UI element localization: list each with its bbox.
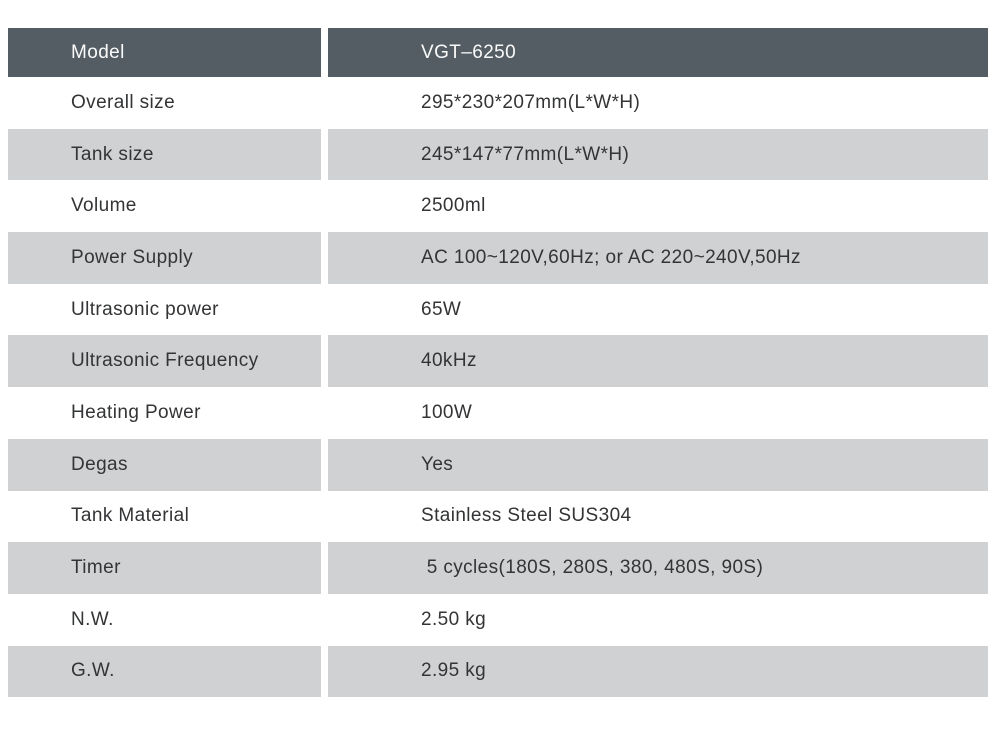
table-row: Overall size 295*230*207mm(L*W*H) — [8, 77, 988, 129]
spec-value-cell: AC 100~120V,60Hz; or AC 220~240V,50Hz — [328, 232, 988, 284]
spec-label-cell: Heating Power — [8, 387, 321, 439]
spec-label-cell: G.W. — [8, 645, 321, 698]
spec-label-cell: Tank size — [8, 128, 321, 181]
spec-value-cell: 245*147*77mm(L*W*H) — [328, 128, 988, 181]
spec-value-cell: 5 cycles(180S, 280S, 380, 480S, 90S) — [328, 542, 988, 594]
spec-value-cell: 65W — [328, 283, 988, 336]
table-row: Volume 2500ml — [8, 180, 988, 233]
spec-label-cell: Ultrasonic power — [8, 283, 321, 336]
header-model-value: VGT–6250 — [328, 28, 988, 77]
table-row: Degas Yes — [8, 438, 988, 491]
spec-table: Model VGT–6250 Overall size 295*230*207m… — [8, 28, 988, 698]
spec-value-cell: 40kHz — [328, 335, 988, 388]
table-row: Tank Material Stainless Steel SUS304 — [8, 490, 988, 543]
table-header-row: Model VGT–6250 — [8, 28, 988, 77]
header-model-label: Model — [8, 28, 321, 77]
spec-label-cell: Timer — [8, 542, 321, 594]
table-row: Heating Power 100W — [8, 387, 988, 439]
spec-value-cell: 2.95 kg — [328, 645, 988, 698]
spec-value-cell: Yes — [328, 438, 988, 491]
spec-label-cell: Ultrasonic Frequency — [8, 335, 321, 388]
spec-label-cell: N.W. — [8, 593, 321, 646]
table-row: G.W. 2.95 kg — [8, 645, 988, 698]
table-row: Power Supply AC 100~120V,60Hz; or AC 220… — [8, 232, 988, 284]
spec-value-cell: 295*230*207mm(L*W*H) — [328, 77, 988, 129]
spec-label-cell: Power Supply — [8, 232, 321, 284]
spec-label-cell: Overall size — [8, 77, 321, 129]
table-row: Tank size 245*147*77mm(L*W*H) — [8, 128, 988, 181]
spec-label-cell: Degas — [8, 438, 321, 491]
table-row: Timer 5 cycles(180S, 280S, 380, 480S, 90… — [8, 542, 988, 594]
spec-value-cell: 2.50 kg — [328, 593, 988, 646]
spec-label-cell: Volume — [8, 180, 321, 233]
table-row: Ultrasonic power 65W — [8, 283, 988, 336]
spec-value-cell: 2500ml — [328, 180, 988, 233]
table-row: Ultrasonic Frequency 40kHz — [8, 335, 988, 388]
table-row: N.W. 2.50 kg — [8, 593, 988, 646]
spec-value-cell: 100W — [328, 387, 988, 439]
spec-value-cell: Stainless Steel SUS304 — [328, 490, 988, 543]
spec-label-cell: Tank Material — [8, 490, 321, 543]
